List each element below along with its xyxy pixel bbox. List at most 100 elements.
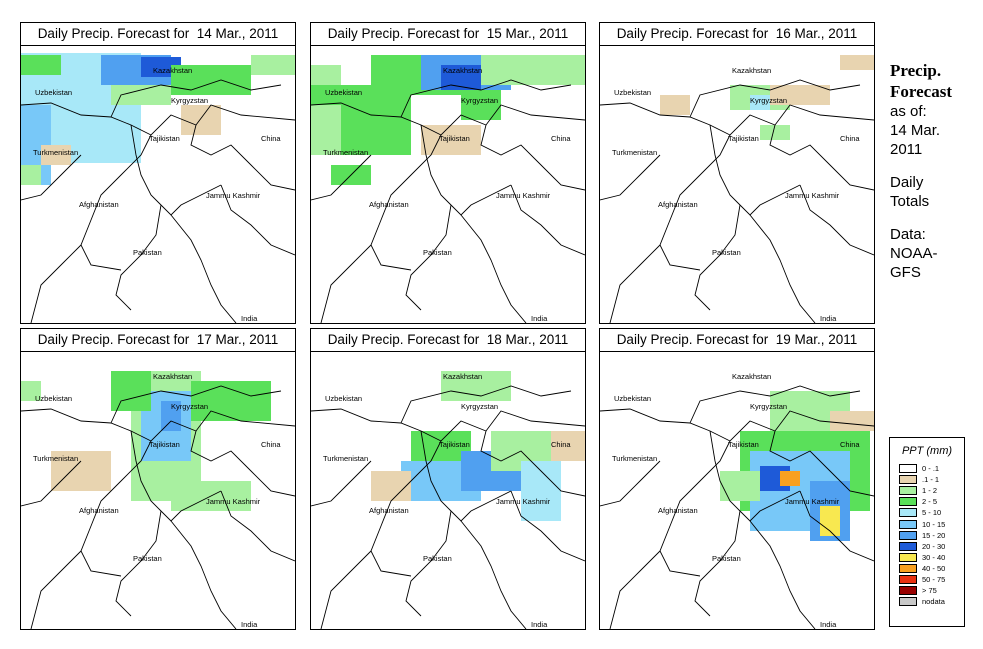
country-label-afghanistan: Afghanistan [658, 200, 698, 209]
legend-label: 20 - 30 [922, 541, 946, 551]
legend-item: 20 - 30 [890, 541, 964, 552]
country-label-uzbekistan: Uzbekistan [35, 88, 72, 97]
legend-label: > 75 [922, 586, 937, 596]
precip-cell [21, 55, 61, 75]
legend-item: 5 - 10 [890, 507, 964, 518]
country-label-uzbekistan: Uzbekistan [325, 88, 362, 97]
legend-item: 10 - 15 [890, 518, 964, 529]
legend-item: > 75 [890, 585, 964, 596]
legend-label: 2 - 5 [922, 497, 938, 507]
country-border [80, 440, 152, 577]
country-label-china: China [261, 440, 281, 449]
country-label-pakistan: Pakistan [712, 248, 741, 257]
forecast-panel-day4: Daily Precip. Forecast for 17 Mar., 2011… [20, 328, 296, 630]
panel-title: Daily Precip. Forecast for 14 Mar., 2011 [21, 23, 295, 46]
legend-swatch [899, 552, 917, 562]
precip-cell [840, 55, 874, 70]
country-border [320, 244, 372, 323]
legend-swatch [899, 475, 917, 485]
country-label-uzbekistan: Uzbekistan [325, 394, 362, 403]
precip-cell [521, 461, 561, 521]
data-line1: Data: [890, 226, 926, 243]
precip-cell [461, 90, 501, 120]
legend-label: 40 - 50 [922, 563, 946, 573]
country-border [21, 154, 82, 201]
legend-title: PPT (mm) [901, 445, 953, 457]
precip-cell [551, 431, 585, 461]
country-label-tajikistan: Tajikistan [728, 134, 759, 143]
country-border [370, 134, 442, 271]
precip-cell [111, 85, 171, 105]
panel-title: Daily Precip. Forecast for 15 Mar., 2011 [311, 23, 585, 46]
country-border [320, 550, 372, 629]
precip-cell [251, 55, 295, 75]
precip-map: Kazakhstan Uzbekistan Kyrgyzstan Tajikistan… [600, 55, 874, 323]
country-label-afghanistan: Afghanistan [369, 200, 409, 209]
country-border [480, 124, 585, 191]
country-border [311, 460, 372, 507]
precip-cell [770, 85, 830, 105]
precip-cell [111, 371, 151, 411]
country-label-china: China [261, 134, 281, 143]
country-label-turkmenistan: Turkmenistan [33, 148, 78, 157]
country-border [510, 490, 585, 562]
country-label-china: China [840, 440, 860, 449]
country-border [694, 204, 741, 311]
precip-cell [780, 471, 800, 486]
country-border [769, 124, 874, 191]
legend-label: .1 - 1 [922, 475, 940, 485]
panel-title: Daily Precip. Forecast for 18 Mar., 2011 [311, 329, 585, 352]
legend-swatch [899, 519, 917, 529]
totals-line1: Daily [890, 174, 924, 191]
data-line3: GFS [890, 264, 921, 281]
country-label-kazakhstan: Kazakhstan [732, 372, 771, 381]
country-border [405, 204, 452, 311]
country-label-india: India [820, 620, 837, 629]
country-label-india: India [531, 314, 548, 323]
precip-cell [21, 381, 41, 401]
data-line2: NOAA- [890, 245, 938, 262]
legend-swatch [899, 586, 917, 596]
panel-title: Daily Precip. Forecast for 17 Mar., 2011 [21, 329, 295, 352]
legend-label: 30 - 40 [922, 552, 946, 562]
precip-cell [161, 401, 181, 431]
country-label-china: China [551, 134, 571, 143]
country-border [115, 204, 162, 311]
country-label-tajikistan: Tajikistan [149, 134, 180, 143]
forecast-panel-day3: Daily Precip. Forecast for 16 Mar., 2011… [599, 22, 875, 324]
country-label-india: India [820, 314, 837, 323]
legend-swatch [899, 541, 917, 551]
legend-label: 15 - 20 [922, 530, 946, 540]
country-label-kyrgyzstan: Kyrgyzstan [461, 96, 498, 105]
precip-cell [830, 411, 874, 431]
precip-cell [720, 471, 760, 501]
country-border [799, 490, 874, 562]
country-label-turkmenistan: Turkmenistan [33, 454, 78, 463]
asof-line2: 14 Mar. [890, 122, 941, 139]
forecast-panel-day2: Daily Precip. Forecast for 15 Mar., 2011… [310, 22, 586, 324]
country-border [749, 214, 816, 323]
forecast-panel-day6: Daily Precip. Forecast for 19 Mar., 2011… [599, 328, 875, 630]
country-border [170, 520, 237, 629]
country-border [190, 124, 295, 191]
country-border [799, 184, 874, 256]
asof-line3: 2011 [890, 141, 923, 158]
country-border [30, 550, 82, 629]
country-border [609, 244, 661, 323]
country-border [170, 214, 237, 323]
legend-swatch [899, 574, 917, 584]
legend-swatch [899, 563, 917, 573]
country-border [689, 385, 861, 424]
legend-item: 1 - 2 [890, 485, 964, 496]
country-border [400, 385, 572, 424]
legend-item: .1 - 1 [890, 474, 964, 485]
country-label-kazakhstan: Kazakhstan [153, 372, 192, 381]
country-border [370, 440, 442, 577]
country-label-pakistan: Pakistan [423, 248, 452, 257]
country-label-india: India [531, 620, 548, 629]
country-label-turkmenistan: Turkmenistan [612, 148, 657, 157]
side-title-line2: Forecast [890, 82, 952, 101]
legend-swatch [899, 530, 917, 540]
country-label-china: China [551, 440, 571, 449]
country-label-tajikistan: Tajikistan [439, 440, 470, 449]
